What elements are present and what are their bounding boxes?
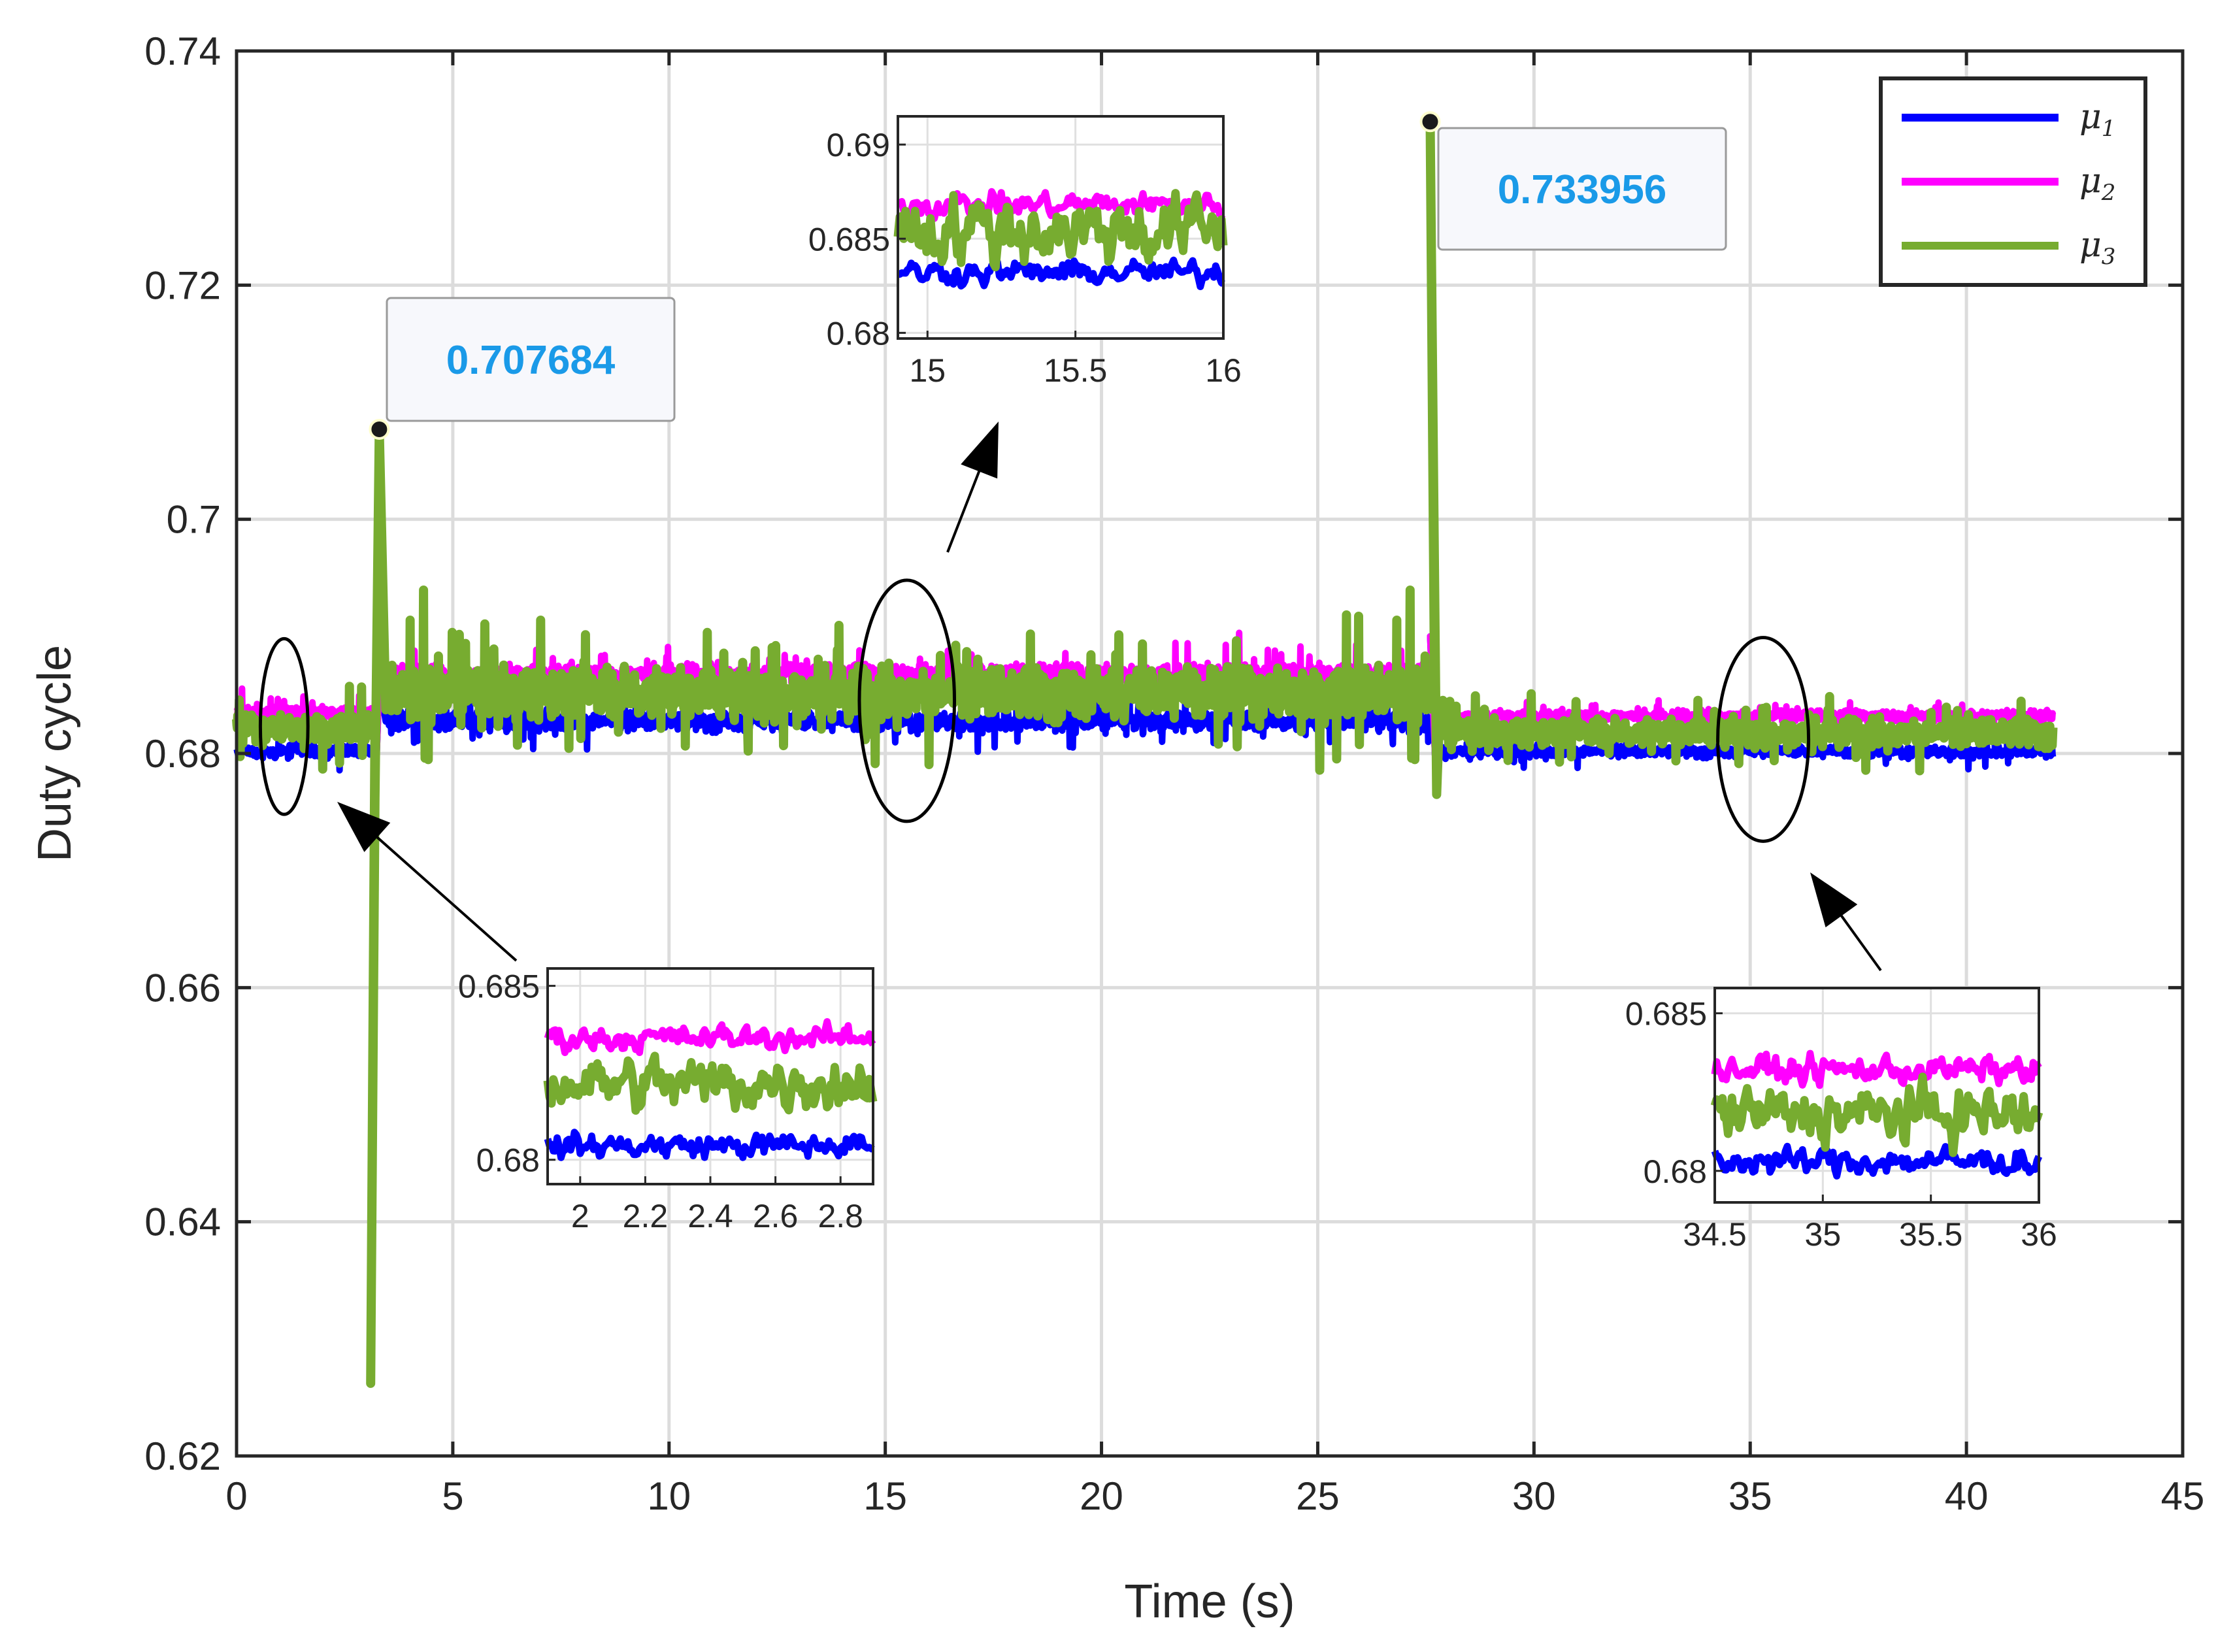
highlight-ellipse — [258, 636, 310, 816]
legend-label-mu1: μ1 — [2079, 97, 2115, 142]
inset-x-tick-label: 2.2 — [623, 1198, 669, 1234]
inset-y-tick-label: 0.685 — [808, 221, 890, 257]
series-line-1 — [233, 633, 2057, 1387]
callout-value: 0.733956 — [1498, 167, 1667, 212]
highlight-ellipses — [258, 578, 1811, 843]
inset-y-tick-label: 0.685 — [458, 968, 540, 1005]
inset-x-tick-label: 15.5 — [1044, 352, 1107, 389]
inset-x-tick-label: 2 — [571, 1198, 589, 1234]
zoom-inset-2: 15 15.5 16 0.68 0.685 0.69 — [808, 115, 1242, 389]
inset-series-line-1 — [1711, 1142, 2043, 1180]
peak-marker — [1419, 111, 1441, 133]
inset-x-tick-label: 2.8 — [818, 1198, 863, 1234]
inset-series-line-3 — [543, 1051, 878, 1115]
inset-series-line-3 — [1710, 1072, 2043, 1157]
inset-x-tick-label: 36 — [2021, 1216, 2057, 1253]
inset-x-tick-label: 16 — [1205, 352, 1242, 389]
y-tick-label: 0.64 — [144, 1200, 221, 1244]
zoom-insets: 2 2.2 2.4 2.6 2.8 0.68 0.685 15 15.5 16 0.68 0.685 0… — [458, 115, 2057, 1253]
inset-series-line-3 — [893, 189, 1228, 272]
inset-series-line-2 — [1711, 1049, 2042, 1089]
y-tick-label: 0.7 — [167, 498, 221, 542]
inset-x-tick-label: 35.5 — [1899, 1216, 1962, 1253]
inset-frame — [1713, 987, 2040, 1204]
inset-x-tick-label: 15 — [909, 352, 946, 389]
inset-series-line-2 — [544, 1018, 876, 1057]
zoom-arrow-shaft — [359, 821, 518, 962]
inset-x-tick-label: 2.4 — [687, 1198, 733, 1234]
zoom-arrows — [337, 421, 1882, 972]
x-tick-label: 20 — [1080, 1474, 1123, 1518]
legend-label-mu2: μ2 — [2079, 161, 2115, 206]
x-tick-label: 35 — [1729, 1474, 1772, 1518]
callout-box — [386, 297, 676, 422]
inset-x-tick-label: 2.6 — [753, 1198, 799, 1234]
x-axis-title: Time (s) — [1124, 1576, 1295, 1628]
x-tick-label: 10 — [647, 1474, 691, 1518]
y-tick-label: 0.62 — [144, 1434, 221, 1478]
series-line-3 — [232, 117, 2058, 1388]
x-tick-label: 30 — [1512, 1474, 1556, 1518]
inset-y-tick-label: 0.69 — [827, 127, 890, 163]
y-tick-label: 0.72 — [144, 263, 221, 307]
zoom-inset-3: 34.5 35 35.5 36 0.68 0.685 — [1625, 987, 2057, 1253]
peak-callout-1: 0.707684 — [369, 297, 676, 440]
zoom-arrowhead — [1810, 872, 1858, 928]
zoom-arrowhead — [337, 802, 391, 852]
inset-y-tick-label: 0.685 — [1625, 996, 1707, 1032]
callout-value: 0.707684 — [446, 338, 616, 383]
x-tick-label: 25 — [1296, 1474, 1340, 1518]
peak-marker — [369, 418, 390, 440]
legend-label-mu3: μ3 — [2079, 225, 2115, 270]
y-tick-label: 0.66 — [144, 966, 221, 1010]
callout-box — [1437, 127, 1727, 251]
zoom-arrowhead — [961, 421, 999, 479]
y-axis-title: Duty cycle — [29, 645, 81, 862]
inset-x-tick-label: 35 — [1805, 1216, 1842, 1253]
inset-series-line-1 — [544, 1129, 875, 1161]
highlight-ellipse — [857, 578, 957, 823]
peak-callout-2: 0.733956 — [1419, 111, 1727, 251]
inset-frame — [897, 115, 1225, 340]
series-lines — [232, 117, 2058, 1388]
y-tick-label: 0.74 — [144, 29, 221, 73]
axes: 0 5 10 15 20 25 30 35 40 45 0.62 0.64 0.66 0.68 0.7 0.7… — [144, 29, 2204, 1518]
inset-x-tick-label: 34.5 — [1683, 1216, 1746, 1253]
y-tick-label: 0.68 — [144, 732, 221, 776]
zoom-inset-1: 2 2.2 2.4 2.6 2.8 0.68 0.685 — [458, 967, 878, 1234]
inset-y-tick-label: 0.68 — [476, 1142, 540, 1179]
x-tick-label: 0 — [225, 1474, 247, 1518]
inset-y-tick-label: 0.68 — [1644, 1153, 1707, 1190]
x-tick-label: 40 — [1945, 1474, 1989, 1518]
x-tick-label: 5 — [442, 1474, 463, 1518]
x-tick-label: 45 — [2161, 1474, 2205, 1518]
inset-y-tick-label: 0.68 — [827, 315, 890, 352]
x-tick-label: 15 — [863, 1474, 907, 1518]
inset-series-line-1 — [896, 256, 1225, 290]
legend: μ1 μ2 μ3 — [1879, 76, 2147, 287]
highlight-ellipse — [1716, 636, 1811, 843]
